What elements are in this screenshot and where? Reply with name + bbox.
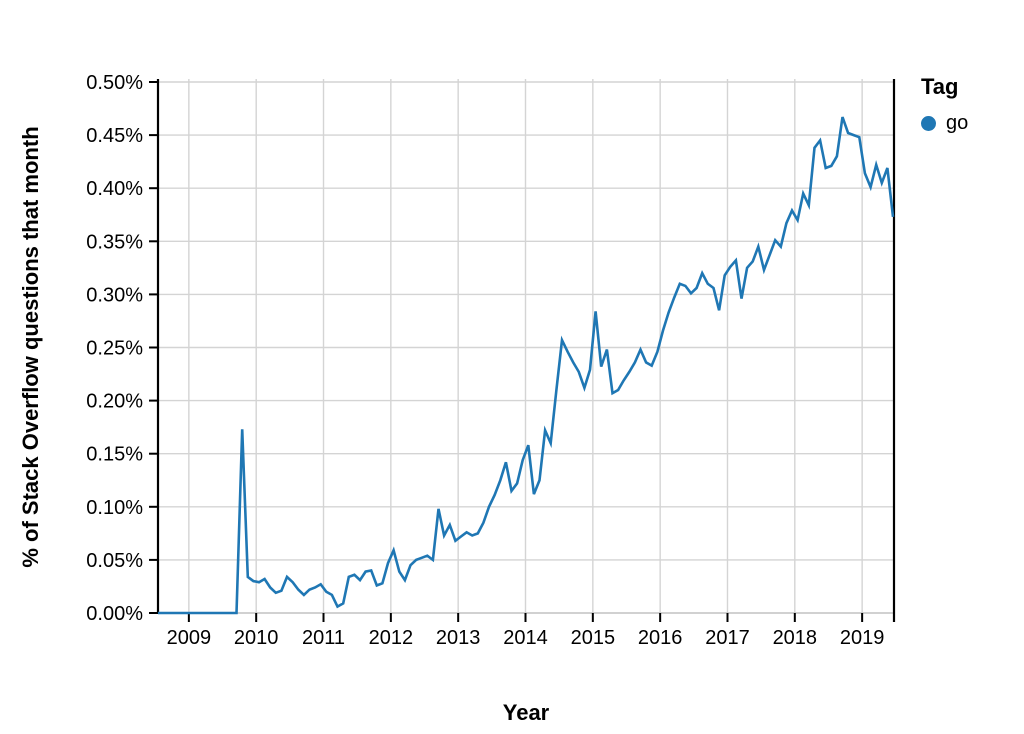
y-tick-label: 0.05% xyxy=(86,550,143,572)
x-tick-label: 2013 xyxy=(436,627,481,649)
x-tick-label: 2009 xyxy=(167,627,212,649)
x-tick-label: 2012 xyxy=(369,627,414,649)
x-tick-label: 2016 xyxy=(638,627,683,649)
y-tick-label: 0.20% xyxy=(86,391,143,413)
x-tick-label: 2011 xyxy=(302,627,345,649)
y-tick-label: 0.35% xyxy=(86,231,143,253)
legend-dot-icon xyxy=(921,116,936,131)
y-tick-label: 0.10% xyxy=(86,497,143,519)
y-axis-title: % of Stack Overflow questions that month xyxy=(18,126,43,568)
x-axis-title: Year xyxy=(502,700,550,725)
y-tick-label: 0.00% xyxy=(86,603,143,625)
y-tick-label: 0.40% xyxy=(86,178,143,200)
legend-title: Tag xyxy=(921,74,959,99)
y-tick-label: 0.25% xyxy=(86,338,143,360)
y-tick-label: 0.45% xyxy=(86,125,143,147)
y-tick-label: 0.15% xyxy=(86,444,143,466)
legend-item-label: go xyxy=(946,112,969,134)
x-tick-label: 2018 xyxy=(773,627,818,649)
x-tick-label: 2019 xyxy=(840,627,885,649)
data-line-go xyxy=(158,116,895,615)
y-tick-label: 0.50% xyxy=(86,72,143,94)
legend: Tag go xyxy=(921,74,968,135)
y-tick-label: 0.30% xyxy=(86,284,143,306)
x-tick-label: 2014 xyxy=(503,627,548,649)
x-tick-label: 2010 xyxy=(234,627,279,649)
x-tick-label: 2017 xyxy=(705,627,750,649)
legend-item-go[interactable]: go xyxy=(921,112,968,135)
x-tick-label: 2015 xyxy=(571,627,616,649)
